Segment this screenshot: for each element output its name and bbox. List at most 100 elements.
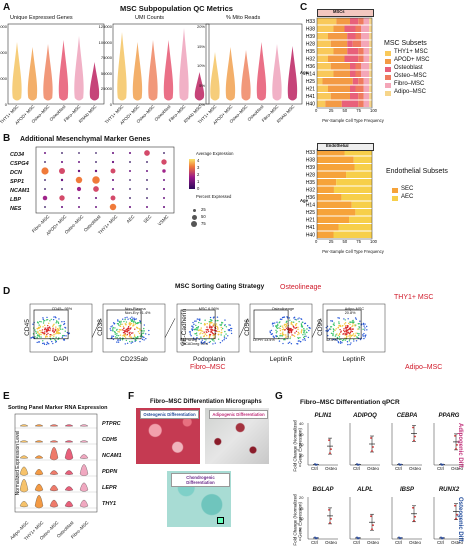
flow-event	[119, 325, 121, 327]
flow-event	[210, 319, 213, 321]
flow-event	[130, 336, 132, 338]
flow-event	[332, 331, 335, 333]
flow-event	[44, 336, 47, 338]
sample-label: H32	[306, 57, 315, 63]
flow-event	[216, 325, 218, 328]
flow-event	[42, 326, 44, 328]
flow-event	[209, 334, 212, 336]
flow-event	[342, 339, 344, 342]
dot	[161, 159, 167, 165]
flow-event	[38, 336, 41, 338]
stacked-segment	[369, 48, 372, 55]
flow-event	[114, 333, 117, 335]
expression-violin	[79, 424, 89, 427]
flow-event	[117, 320, 119, 322]
flow-event	[45, 328, 47, 331]
flow-event	[203, 341, 205, 344]
violin	[256, 42, 267, 101]
flow-event	[281, 335, 283, 337]
legend-swatch	[392, 196, 398, 201]
c-xtick: 25	[328, 108, 334, 113]
panel-f-title: Fibro–MSC Differentiation Micrographs	[150, 399, 262, 405]
flow-event	[49, 328, 51, 330]
stacked-segment	[330, 40, 348, 47]
stacked-segment	[355, 209, 372, 216]
flow-event	[124, 317, 126, 319]
flow-event	[112, 322, 115, 324]
flow-event	[325, 330, 327, 332]
qpcr-xcat: Ctrl	[395, 466, 402, 471]
flow-event	[359, 338, 362, 341]
panel-letter-c: C	[300, 2, 308, 13]
stacked-segment	[351, 201, 372, 208]
flow-event	[325, 326, 327, 329]
flow-event	[336, 339, 338, 341]
legend-label: SEC	[401, 186, 414, 192]
flow-event	[281, 328, 284, 331]
flow-event	[306, 325, 309, 327]
flow-event	[330, 332, 333, 335]
qpcr-gene: PLIN1	[314, 413, 332, 419]
stacked-segment	[363, 55, 370, 62]
gene-label: NCAM1	[10, 188, 30, 194]
flow-event	[303, 327, 305, 330]
legend-swatch	[385, 91, 391, 96]
flow-event	[348, 335, 350, 337]
flow-event	[279, 333, 282, 335]
flow-event	[63, 320, 65, 323]
y-tick-label: 125000	[98, 24, 112, 29]
dot	[162, 187, 166, 191]
subplot-title-mito: % Mito Reads	[226, 15, 261, 21]
expression-violin	[64, 501, 74, 508]
stacked-segment	[363, 93, 370, 100]
c-xlabel-top: Per-Sample Cell Type Frequency	[322, 118, 384, 123]
e-ylabel: Normalized Expression Level	[15, 430, 21, 496]
stacked-segment	[369, 100, 372, 107]
flow-event	[123, 335, 126, 337]
expression-violin	[49, 440, 59, 443]
stacked-segment	[344, 149, 372, 156]
flow-event	[148, 333, 150, 336]
flow-event	[43, 320, 45, 322]
flow-event	[56, 332, 59, 335]
stacked-segment	[333, 231, 372, 238]
stacked-segment	[369, 85, 372, 92]
violin	[163, 40, 174, 101]
flow-event	[352, 323, 354, 325]
dot	[94, 169, 98, 173]
flow-event	[122, 318, 124, 320]
flow-event	[343, 331, 346, 333]
flow-event	[281, 316, 284, 319]
dot	[163, 179, 165, 181]
flow-event	[123, 334, 125, 336]
osteogenic-label: Osteogenic Differentiation	[140, 410, 199, 419]
panel-letter-d: D	[3, 286, 11, 297]
flow-event	[215, 325, 217, 327]
flow-event	[300, 318, 303, 321]
flow-event	[127, 318, 129, 320]
flow-event	[229, 324, 231, 326]
flow-event	[130, 320, 133, 323]
flow-event	[58, 325, 60, 327]
flow-event	[223, 338, 225, 341]
expression-violin	[79, 499, 89, 508]
stacked-segment	[341, 100, 359, 107]
flow-event	[65, 335, 67, 337]
flow-event	[118, 331, 121, 333]
flow-event	[344, 337, 346, 339]
flow-event	[215, 320, 217, 322]
flow-event	[131, 340, 133, 343]
stacked-segment	[369, 55, 372, 62]
flow-event	[44, 327, 46, 329]
pct-dot	[191, 214, 197, 220]
flow-event	[337, 341, 339, 343]
flow-event	[49, 335, 51, 338]
flow-event	[341, 325, 343, 327]
flow-event	[124, 336, 127, 338]
violin	[12, 42, 22, 101]
qpcr-gene: ADIPOQ	[353, 413, 377, 419]
flow-event	[342, 338, 345, 341]
dot	[77, 169, 81, 173]
flow-event	[209, 340, 212, 343]
violin	[43, 44, 53, 101]
